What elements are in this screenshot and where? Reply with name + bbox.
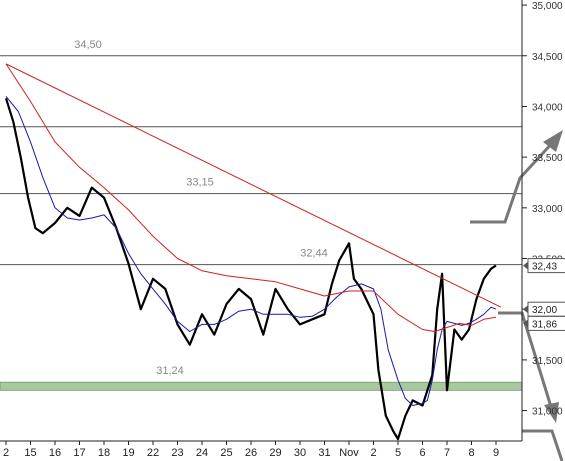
x-tick-label: 5 [395, 447, 401, 459]
series-ma-long [5, 63, 497, 332]
projection-up-arrow [470, 138, 557, 224]
price-tag-pointer [523, 305, 528, 314]
x-tick-label: 2 [3, 447, 9, 459]
x-tick-label: 24 [196, 447, 208, 459]
level-label: 32,44 [300, 248, 328, 260]
x-tick-label: 6 [419, 447, 425, 459]
x-tick-label: 9 [493, 447, 499, 459]
x-tick-label: 19 [122, 447, 134, 459]
x-tick-label: 26 [245, 447, 257, 459]
level-label: 34,50 [74, 39, 102, 51]
y-tick-label: 33,500 [532, 153, 563, 164]
series-price [4, 97, 497, 441]
x-tick-label: 23 [171, 447, 183, 459]
level-label: 33,15 [186, 177, 214, 189]
x-tick-label: 17 [73, 447, 85, 459]
x-tick-label: 30 [294, 447, 306, 459]
x-tick-label: 18 [98, 447, 110, 459]
price-tag-label: 32,43 [532, 262, 557, 273]
support-band [0, 381, 523, 391]
price-tag-pointer [523, 261, 528, 270]
y-tick-label: 35,000 [532, 1, 563, 12]
trendline [5, 63, 502, 308]
x-tick-label: 16 [49, 447, 61, 459]
price-tag-label: 31,86 [532, 319, 557, 330]
x-tick-label: Nov [339, 447, 359, 459]
projection-bottom-arrow [522, 429, 564, 461]
price-tag-label: 32,00 [532, 305, 557, 316]
series-ma-short [5, 95, 497, 406]
projection-arrows [470, 130, 564, 461]
x-tick-label: 31 [318, 447, 330, 459]
x-tick-label: 25 [220, 447, 232, 459]
x-tick-label: 7 [444, 447, 450, 459]
y-tick-label: 31,000 [532, 407, 563, 418]
y-tick-label: 34,500 [532, 52, 563, 63]
projection-down-arrowhead [544, 402, 559, 423]
y-tick-label: 34,000 [532, 102, 563, 113]
x-tick-label: 29 [269, 447, 281, 459]
support-band-label: 31,24 [156, 365, 184, 377]
x-tick-label: 8 [468, 447, 474, 459]
y-tick-label: 31,500 [532, 356, 563, 367]
y-tick-label: 33,000 [532, 204, 563, 215]
x-tick-label: 22 [147, 447, 159, 459]
projection-up-arrowhead [543, 130, 563, 152]
price-tag-pointer [523, 319, 528, 328]
x-tick-label: 15 [24, 447, 36, 459]
x-tick-label: 2 [370, 447, 376, 459]
